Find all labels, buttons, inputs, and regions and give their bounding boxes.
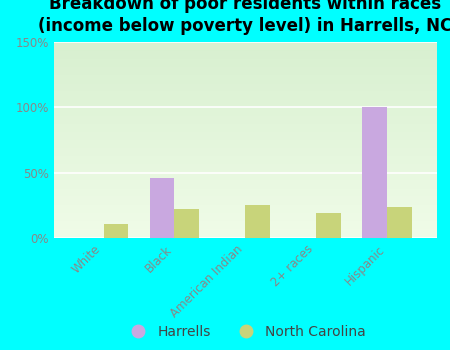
Bar — [245, 205, 270, 238]
Bar — [387, 206, 412, 238]
Bar — [316, 213, 341, 238]
Bar — [175, 209, 199, 238]
Bar — [362, 107, 387, 238]
Title: Breakdown of poor residents within races
(income below poverty level) in Harrell: Breakdown of poor residents within races… — [38, 0, 450, 35]
Bar — [149, 178, 175, 238]
Legend: Harrells, North Carolina: Harrells, North Carolina — [119, 320, 372, 344]
Bar — [104, 224, 128, 238]
